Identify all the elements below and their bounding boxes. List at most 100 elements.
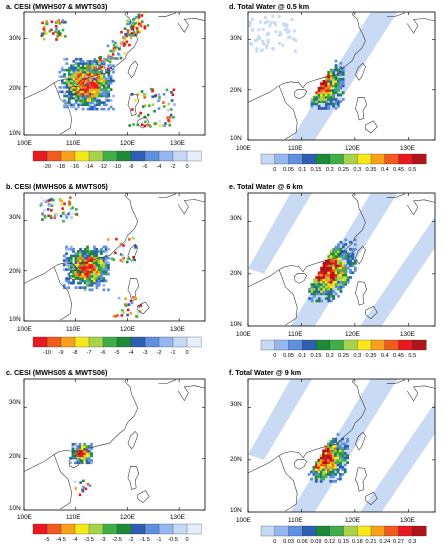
colorbar-label: -18 (57, 164, 65, 170)
panel-c-ytick-10n: 10N (9, 505, 21, 512)
panel-a-ytick-20n: 20N (9, 85, 21, 92)
colorbar-label: -14 (85, 164, 93, 170)
colorbar-label: -6 (143, 164, 148, 170)
colorbar-label: 0.45 (393, 167, 404, 173)
panel-d-ytick-10n: 10N (230, 135, 242, 142)
colorbar-label: 0.15 (311, 167, 322, 173)
colorbar-label: 0.2 (326, 353, 334, 359)
colorbar-label: 0 (185, 350, 188, 356)
colorbar-swatch (412, 525, 427, 537)
panel-d: d. Total Water @ 0.5 km 10N 20N 30N 100E… (229, 2, 436, 173)
colorbar-swatch (186, 150, 202, 162)
colorbar-label: -16 (71, 164, 79, 170)
panel-b-ytick-20n: 20N (9, 268, 21, 275)
panel-e-colorbar: 0 0.05 0.1 0.15 0.2 0.25 0.3 0.35 0.4 0.45 0.5 (260, 339, 427, 359)
colorbar-label: 0 (185, 537, 188, 543)
colorbar-label: -20 (43, 164, 51, 170)
colorbar-swatch (186, 336, 202, 348)
panel-b: b. CESI (MWHS06 & MWTS05) 10N 20N 30N 10… (6, 182, 206, 356)
colorbar-label: 0.12 (324, 539, 335, 545)
colorbar-swatch (343, 525, 358, 537)
colorbar-swatch (130, 336, 146, 348)
panel-a: a. CESI (MWHS07 & MWTS03) 10N 20N 30N 10… (6, 2, 206, 170)
panel-f-ytick-20n: 20N (230, 456, 242, 463)
colorbar-label: -9 (59, 350, 64, 356)
colorbar-swatch (343, 153, 358, 165)
colorbar-label: -3.5 (84, 537, 94, 543)
colorbar-swatch (32, 150, 48, 162)
colorbar-label: 0.05 (283, 167, 294, 173)
colorbar-swatch (357, 153, 372, 165)
colorbar-swatch (60, 523, 76, 535)
colorbar-label: 0.15 (311, 353, 322, 359)
panel-c: c. CESI (MWHS05 & MWTS06) 10N 20N 30N 10… (6, 368, 206, 543)
panel-d-xtick-120e: 120E (345, 145, 360, 152)
colorbar-swatch (370, 525, 386, 537)
panel-f-xtick-130e: 130E (400, 517, 415, 524)
colorbar-label: -2 (157, 350, 162, 356)
colorbar-swatch (172, 336, 188, 348)
panel-d-xtick-130e: 130E (400, 145, 415, 152)
panel-c-map (23, 378, 206, 511)
colorbar-swatch (315, 153, 331, 165)
colorbar-swatch (144, 336, 160, 348)
panel-e-ytick-10n: 10N (230, 321, 242, 328)
panel-f-xtick-100e: 100E (236, 517, 251, 524)
colorbar-label: -8 (129, 164, 134, 170)
colorbar-label: -1 (157, 537, 162, 543)
colorbar-label: -4 (129, 350, 134, 356)
panel-e-map (247, 192, 436, 327)
panel-a-xtick-130e: 130E (170, 140, 185, 147)
colorbar-swatch (370, 153, 386, 165)
panel-b-xtick-100e: 100E (17, 326, 32, 333)
panel-e-xtick-130e: 130E (400, 331, 415, 338)
colorbar-label: -10 (43, 350, 51, 356)
colorbar-swatch (315, 525, 331, 537)
colorbar-swatch (398, 525, 413, 537)
colorbar-swatch (302, 153, 317, 165)
colorbar-swatch (302, 525, 317, 537)
panel-b-ytick-30n: 30N (9, 214, 21, 221)
colorbar-swatch (260, 525, 276, 537)
panel-e-ytick-20n: 20N (230, 270, 242, 277)
panel-e-xtick-110e: 110E (288, 331, 302, 338)
panel-b-xtick-110e: 110E (66, 326, 80, 333)
colorbar-label: 0.1 (298, 167, 306, 173)
colorbar-swatch (172, 150, 188, 162)
colorbar-swatch (412, 339, 427, 351)
colorbar-label: 0.45 (393, 353, 404, 359)
colorbar-swatch (46, 336, 62, 348)
colorbar-swatch (398, 339, 413, 351)
colorbar-swatch (186, 523, 202, 535)
colorbar-swatch (384, 525, 400, 537)
colorbar-swatch (88, 336, 104, 348)
colorbar-swatch (398, 153, 413, 165)
colorbar-swatch (130, 523, 146, 535)
colorbar-label: 0.06 (297, 539, 308, 545)
panel-f-colorbar: 0 0.03 0.06 0.09 0.12 0.15 0.18 0.21 0.24 0.27 0.3 (260, 525, 427, 545)
colorbar-label: 0.3 (353, 353, 361, 359)
colorbar-swatch (384, 339, 400, 351)
colorbar-swatch (288, 153, 303, 165)
colorbar-swatch (412, 153, 427, 165)
colorbar-swatch (384, 153, 400, 165)
colorbar-label: 0.25 (338, 167, 349, 173)
panel-a-xtick-110e: 110E (66, 140, 80, 147)
colorbar-label: -8 (73, 350, 78, 356)
panel-f-ytick-30n: 30N (230, 401, 242, 408)
panel-c-xtick-120e: 120E (120, 514, 135, 521)
colorbar-swatch (102, 150, 118, 162)
colorbar-swatch (302, 339, 317, 351)
colorbar-swatch (288, 339, 303, 351)
colorbar-label: 0.15 (338, 539, 349, 545)
colorbar-swatch (172, 523, 188, 535)
panel-e-xtick-120e: 120E (345, 331, 360, 338)
colorbar-swatch (74, 150, 90, 162)
panel-d-map (247, 11, 436, 141)
panel-c-colorbar: -5 -4.5 -4 -3.5 -3 -2.5 -2 -1.5 -1 -0.5 0 (32, 523, 202, 543)
panel-f-xtick-110e: 110E (288, 517, 302, 524)
colorbar-swatch (158, 523, 174, 535)
panel-e: e. Total Water @ 6 km 10N 20N 30N 100E 1… (229, 182, 436, 359)
colorbar-label: -2 (171, 164, 176, 170)
panel-c-ytick-30n: 30N (9, 399, 21, 406)
